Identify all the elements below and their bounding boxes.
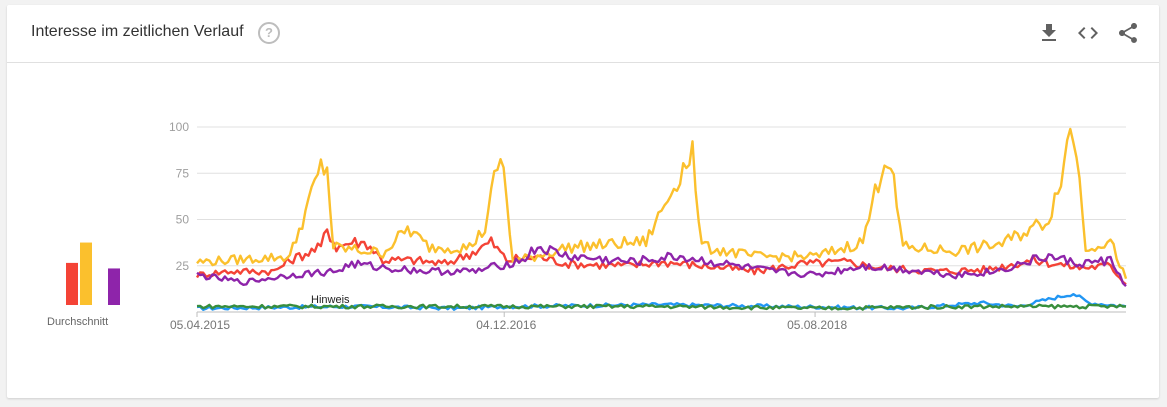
- card-title: Interesse im zeitlichen Verlauf: [31, 23, 244, 40]
- y-tick-label: 50: [176, 213, 190, 227]
- line-chart: 25 50 75 100 05.04.2015 04.12.2016 05.08.2018: [169, 120, 1128, 332]
- series-line: [196, 303, 1127, 311]
- x-tick-label: 04.12.2016: [476, 318, 536, 332]
- series-line: [196, 293, 1127, 311]
- average-label: Durchschnitt: [47, 316, 109, 328]
- share-icon[interactable]: [1116, 21, 1140, 45]
- series-line: [195, 228, 1127, 286]
- y-tick-label: 100: [169, 120, 189, 134]
- average-bar-chart: [66, 242, 120, 305]
- x-tick-label: 05.04.2015: [170, 318, 230, 332]
- note-label[interactable]: Hinweis: [311, 294, 350, 306]
- series-line: [196, 245, 1127, 287]
- average-bar: [66, 262, 78, 305]
- y-tick-label: 25: [176, 259, 190, 273]
- interest-over-time-card: Interesse im zeitlichen Verlauf ? Durchs…: [7, 5, 1159, 398]
- y-tick-label: 75: [176, 166, 190, 180]
- average-bar: [80, 242, 92, 305]
- download-icon[interactable]: [1037, 21, 1061, 45]
- series-line: [196, 127, 1128, 280]
- average-bar: [108, 268, 120, 305]
- help-circle-icon[interactable]: ?: [258, 22, 280, 44]
- embed-code-icon[interactable]: [1076, 21, 1100, 45]
- x-tick-label: 05.08.2018: [787, 318, 847, 332]
- card-header: Interesse im zeitlichen Verlauf ?: [7, 5, 1159, 63]
